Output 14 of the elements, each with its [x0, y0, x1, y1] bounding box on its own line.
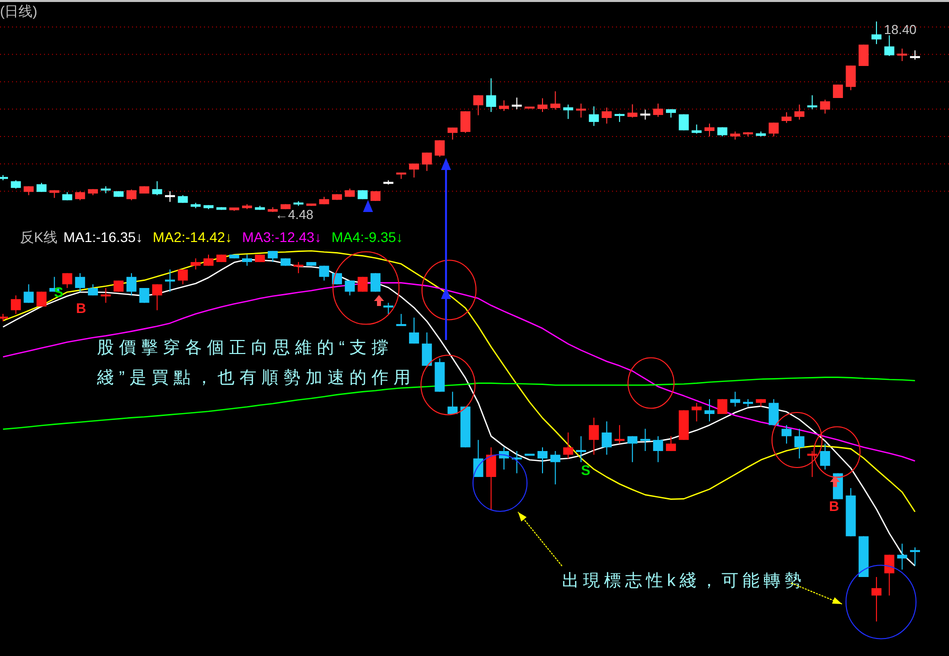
annotation: ←4.48 [275, 207, 314, 222]
text: MA3:-12.43↓ [242, 229, 322, 245]
series-label: MA2:-14.42↓ [152, 229, 232, 245]
chart-title: (日线) [0, 3, 38, 19]
annotation: B [829, 498, 840, 514]
chart-title: 反K线 [20, 229, 58, 245]
annotation: B [76, 300, 86, 316]
annotation: 出現標志性k綫，可能轉勢 [562, 571, 806, 590]
text: MA4:-9.35↓ [331, 229, 404, 245]
annotation: 18.40 [884, 22, 917, 37]
annotation: S [581, 462, 590, 478]
annotation: 股價擊穿各個正向思維的“支撐 [97, 338, 394, 357]
annotation: 綫”是買點，也有順勢加速的作用 [96, 368, 416, 387]
text: MA1:-16.35↓ [63, 229, 143, 245]
